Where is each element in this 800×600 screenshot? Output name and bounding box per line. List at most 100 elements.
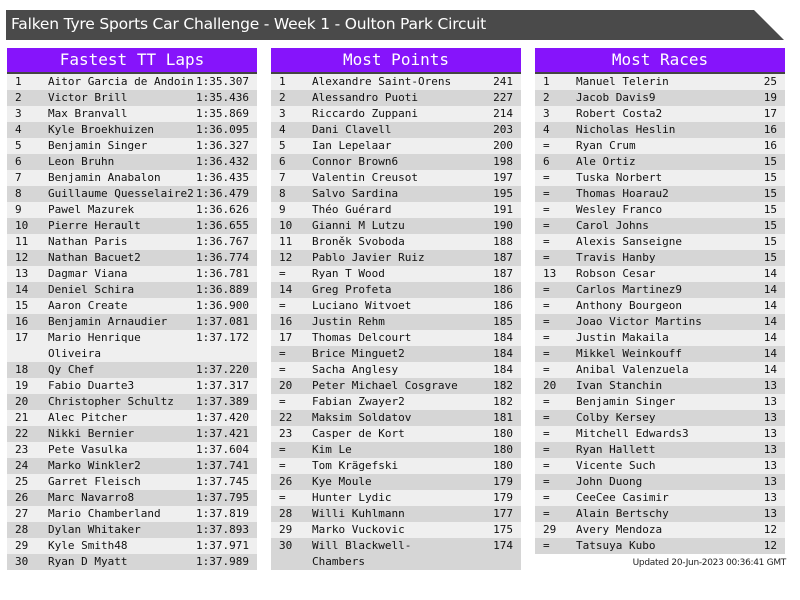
name-cell: Ryan Hallett [576,443,656,456]
name-cell: Mitchell Edwards3 [576,427,689,440]
rank-cell: = [543,219,550,232]
value-cell: 25 [763,75,777,88]
rank-cell: 14 [15,283,29,296]
rank-cell: 30 [15,555,29,568]
rank-cell: = [543,507,550,520]
value-cell: 16 [763,139,777,152]
value-cell: 1:37.420 [196,411,249,424]
value-cell: 1:36.095 [196,123,249,136]
rank-cell: 28 [15,523,29,536]
value-cell: 14 [763,315,777,328]
name-cell: Connor Brown6 [312,155,399,168]
name-cell: Riccardo Zuppani [312,107,418,120]
name-cell: Dylan Whitaker [48,523,141,536]
panel-title: Most Races [535,48,785,74]
value-cell: 198 [493,155,513,168]
value-cell: 179 [493,475,513,488]
rank-cell: 2 [279,91,286,104]
rank-cell: 3 [543,107,550,120]
value-cell: 1:37.971 [196,539,249,552]
rank-cell: 15 [15,299,29,312]
table-row: 29 Marko Vuckovic 175 [271,522,521,538]
rank-cell: 19 [15,379,29,392]
value-cell: 1:36.626 [196,203,249,216]
value-cell: 13 [763,507,777,520]
name-cell: Max Branvall [48,107,128,120]
table-row: = Ryan Hallett 13 [535,442,785,458]
name-cell: Pawel Mazurek [48,203,135,216]
table-row: 26 Marc Navarro8 1:37.795 [7,490,257,506]
table-row: 11 Broněk Svoboda 188 [271,234,521,250]
table-row: 15 Aaron Create 1:36.900 [7,298,257,314]
rank-cell: = [543,251,550,264]
name-cell: Ian Lepelaar [312,139,392,152]
table-row: 6 Leon Bruhn 1:36.432 [7,154,257,170]
name-cell: Luciano Witvoet [312,299,412,312]
name-cell: Robert Costa2 [576,107,663,120]
rank-cell: 22 [279,411,293,424]
value-cell: 14 [763,331,777,344]
rank-cell: 10 [15,219,29,232]
value-cell: 1:35.436 [196,91,249,104]
value-cell: 1:37.819 [196,507,249,520]
rank-cell: 29 [279,523,293,536]
value-cell: 177 [493,507,513,520]
name-cell: Alexis Sanseigne [576,235,682,248]
table-row: 17 Mario Henrique Oliveira 1:37.172 [7,330,257,362]
value-cell: 1:36.327 [196,139,249,152]
name-cell: Joao Victor Martins [576,315,702,328]
name-cell: Deniel Schira [48,283,135,296]
rank-cell: 16 [279,315,293,328]
name-cell: Wesley Franco [576,203,663,216]
value-cell: 19 [763,91,777,104]
name-cell: Dagmar Viana [48,267,128,280]
name-cell: Gianni M Lutzu [312,219,405,232]
table-row: 4 Nicholas Heslin 16 [535,122,785,138]
table-row: = Brice Minguet2 184 [271,346,521,362]
rank-cell: 28 [279,507,293,520]
table-row: 1 Alexandre Saint-Orens 241 [271,74,521,90]
name-cell: Will Blackwell-Chambers [312,539,412,568]
table-row: = Joao Victor Martins 14 [535,314,785,330]
name-cell: Ryan T Wood [312,267,385,280]
value-cell: 14 [763,283,777,296]
value-cell: 203 [493,123,513,136]
value-cell: 1:36.889 [196,283,249,296]
table-row: 8 Guillaume Quesselaire2 1:36.479 [7,186,257,202]
value-cell: 15 [763,155,777,168]
table-row: = Hunter Lydic 179 [271,490,521,506]
value-cell: 1:35.869 [196,107,249,120]
leaderboard-list: 1 Aitor Garcia de Andoin 1:35.307 2 Victor B… [7,74,257,570]
rank-cell: = [543,331,550,344]
rank-cell: = [543,411,550,424]
name-cell: Peter Michael Cosgrave [312,379,458,392]
value-cell: 1:36.432 [196,155,249,168]
value-cell: 1:37.220 [196,363,249,376]
name-cell: Fabian Zwayer2 [312,395,405,408]
name-cell: Hunter Lydic [312,491,392,504]
table-row: = Kim Le 180 [271,442,521,458]
table-row: 5 Ian Lepelaar 200 [271,138,521,154]
value-cell: 15 [763,171,777,184]
rank-cell: 29 [543,523,557,536]
name-cell: Alec Pitcher [48,411,128,424]
name-cell: Kyle Broekhuizen [48,123,154,136]
rank-cell: = [279,491,286,504]
value-cell: 180 [493,459,513,472]
table-row: = Tuska Norbert 15 [535,170,785,186]
name-cell: Marko Vuckovic [312,523,405,536]
value-cell: 14 [763,267,777,280]
value-cell: 174 [493,539,513,552]
rank-cell: 4 [279,123,286,136]
table-row: = Mikkel Weinkouff 14 [535,346,785,362]
name-cell: Tom Krägefski [312,459,399,472]
name-cell: Jacob Davis9 [576,91,656,104]
rank-cell: 7 [279,171,286,184]
value-cell: 1:37.745 [196,475,249,488]
rank-cell: 3 [15,107,22,120]
name-cell: Salvo Sardina [312,187,399,200]
value-cell: 191 [493,203,513,216]
name-cell: CeeCee Casimir [576,491,669,504]
name-cell: Mikkel Weinkouff [576,347,682,360]
table-row: 28 Willi Kuhlmann 177 [271,506,521,522]
